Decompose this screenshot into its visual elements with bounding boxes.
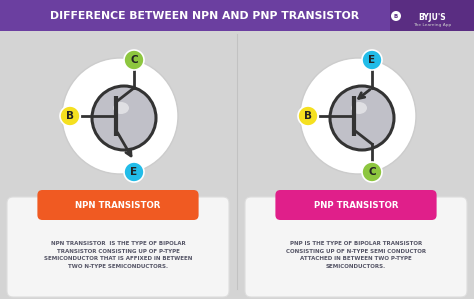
Text: DIFFERENCE BETWEEN NPN AND PNP TRANSISTOR: DIFFERENCE BETWEEN NPN AND PNP TRANSISTO… <box>50 11 360 21</box>
FancyBboxPatch shape <box>7 197 229 297</box>
Ellipse shape <box>351 102 367 114</box>
Circle shape <box>124 162 144 182</box>
Text: NPN TRANSISTOR  IS THE TYPE OF BIPOLAR
TRANSISTOR CONSISTING UP OF P-TYPE
SEMICO: NPN TRANSISTOR IS THE TYPE OF BIPOLAR TR… <box>44 241 192 269</box>
Text: B: B <box>66 111 74 121</box>
FancyBboxPatch shape <box>0 0 474 31</box>
FancyBboxPatch shape <box>245 197 467 297</box>
Circle shape <box>298 106 318 126</box>
FancyBboxPatch shape <box>37 190 199 220</box>
Circle shape <box>362 162 382 182</box>
Text: B: B <box>394 13 398 19</box>
Circle shape <box>60 106 80 126</box>
Text: C: C <box>368 167 376 177</box>
Text: B: B <box>304 111 312 121</box>
Text: PNP TRANSISTOR: PNP TRANSISTOR <box>314 201 398 210</box>
Text: The Learning App: The Learning App <box>413 23 451 27</box>
Text: BYJU'S: BYJU'S <box>418 13 446 22</box>
Text: E: E <box>368 55 375 65</box>
FancyBboxPatch shape <box>275 190 437 220</box>
Circle shape <box>124 50 144 70</box>
Ellipse shape <box>113 102 129 114</box>
Circle shape <box>330 86 394 150</box>
FancyBboxPatch shape <box>390 0 474 31</box>
Text: E: E <box>130 167 137 177</box>
Text: PNP IS THE TYPE OF BIPOLAR TRANSISTOR
CONSISTING UP OF N-TYPE SEMI CONDUCTOR
ATT: PNP IS THE TYPE OF BIPOLAR TRANSISTOR CO… <box>286 241 426 269</box>
Circle shape <box>391 11 401 21</box>
Circle shape <box>92 86 156 150</box>
Text: NPN TRANSISTOR: NPN TRANSISTOR <box>75 201 161 210</box>
Circle shape <box>362 50 382 70</box>
Circle shape <box>300 58 416 174</box>
Text: C: C <box>130 55 138 65</box>
Circle shape <box>62 58 178 174</box>
